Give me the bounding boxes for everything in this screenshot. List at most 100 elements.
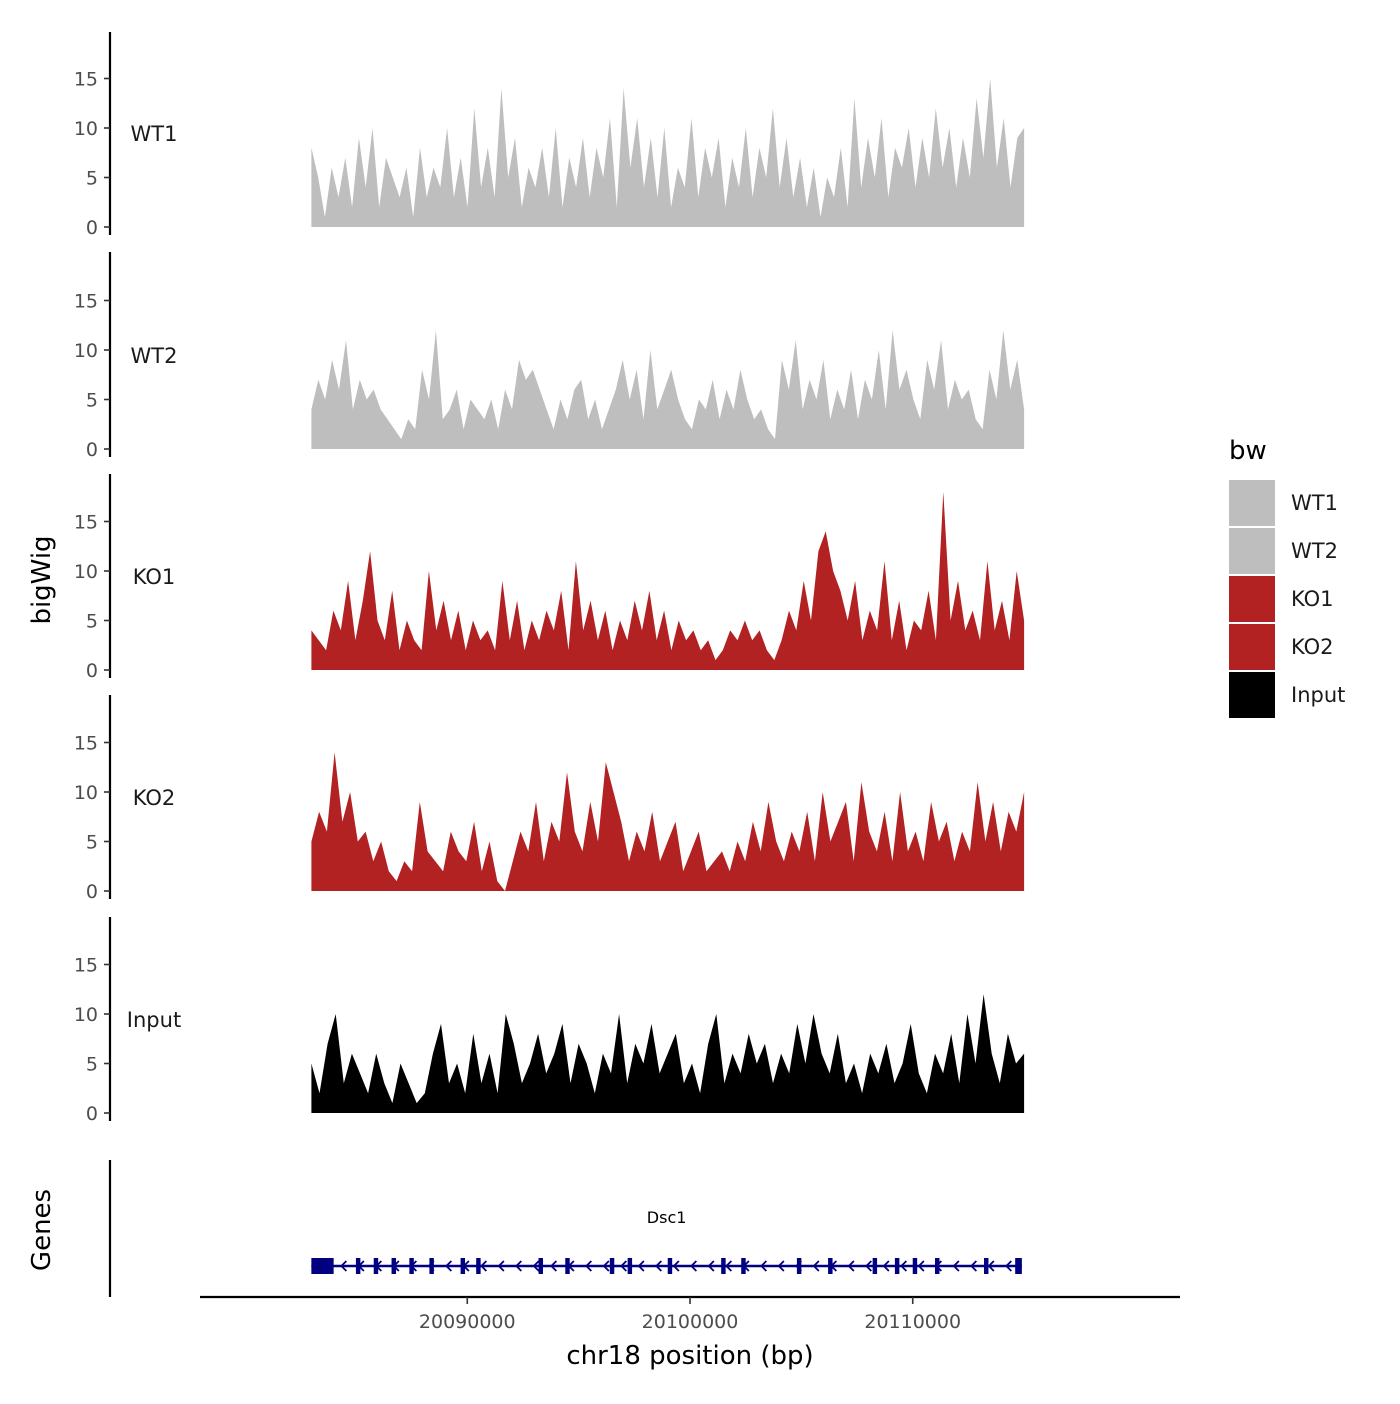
strand-arrow	[480, 1260, 488, 1272]
legend-swatch-input	[1229, 672, 1275, 718]
strand-arrow	[952, 1260, 960, 1272]
gene-exon	[373, 1258, 379, 1274]
y-tick-label: 5	[86, 832, 98, 854]
strand-arrow	[865, 1260, 873, 1272]
gene-exon	[667, 1258, 673, 1274]
strand-arrow	[725, 1260, 733, 1272]
y-tick-label: 0	[86, 660, 98, 682]
legend-label-input: Input	[1291, 683, 1345, 707]
y-tick-label: 0	[86, 217, 98, 239]
gene-exon	[409, 1258, 414, 1274]
x-tick-label: 20100000	[642, 1311, 739, 1333]
y-tick-label: 10	[74, 118, 98, 140]
strand-arrow	[672, 1260, 680, 1272]
strand-arrow	[532, 1260, 540, 1272]
gene-exon	[894, 1258, 900, 1274]
track-wt2: 0 5 10 15 WT2	[74, 252, 1025, 461]
y-tick-label: 15	[74, 955, 98, 977]
tracks-layer: 0 5 10 15 WT1 0 5 10 15 WT2 0 5 10 15 KO1 0 5 10 15 KO2 0 5 10…	[74, 32, 1025, 1125]
strand-arrow	[847, 1260, 855, 1272]
gene-dsc1: Dsc1	[311, 1208, 1022, 1274]
gene-exon	[391, 1258, 396, 1274]
strand-arrow	[445, 1260, 453, 1272]
legend-swatch-wt1	[1229, 480, 1275, 526]
y-tick-label: 15	[74, 69, 98, 91]
gene-exon	[741, 1258, 746, 1274]
y-tick-label: 15	[74, 733, 98, 755]
legend-swatch-ko2	[1229, 624, 1275, 670]
y-tick-label: 15	[74, 512, 98, 534]
strand-arrow	[760, 1260, 768, 1272]
y-tick-label: 5	[86, 168, 98, 190]
coverage-area-wt1	[311, 78, 1025, 227]
gene-exon	[1015, 1258, 1022, 1274]
legend-label-ko1: KO1	[1291, 587, 1334, 611]
gene-exon	[828, 1258, 833, 1274]
y-tick-label: 10	[74, 340, 98, 362]
strand-arrow	[655, 1260, 663, 1272]
gene-exon	[460, 1258, 466, 1274]
strand-arrow	[497, 1260, 505, 1272]
coverage-area-input	[311, 994, 1025, 1113]
gene-exon	[565, 1258, 570, 1274]
y-tick-label: 10	[74, 782, 98, 804]
coverage-area-wt2	[311, 330, 1025, 449]
y-tick-label: 5	[86, 1054, 98, 1076]
x-tick-label: 20110000	[864, 1311, 961, 1333]
coverage-area-ko2	[311, 752, 1025, 891]
strand-arrow	[602, 1260, 610, 1272]
coverage-area-ko1	[311, 491, 1025, 670]
x-tick-label: 20090000	[419, 1311, 516, 1333]
legend-title: bw	[1229, 436, 1267, 466]
track-label-ko1: KO1	[133, 565, 176, 589]
strand-arrow	[777, 1260, 785, 1272]
strand-arrow	[637, 1260, 645, 1272]
track-ko2: 0 5 10 15 KO2	[74, 695, 1025, 903]
strand-arrow	[900, 1260, 908, 1272]
legend-swatch-wt2	[1229, 528, 1275, 574]
gene-label: Dsc1	[647, 1208, 687, 1227]
gene-exon	[311, 1258, 334, 1274]
x-axis-title: chr18 position (bp)	[566, 1341, 813, 1371]
strand-arrow	[917, 1260, 925, 1272]
gene-exon	[609, 1258, 615, 1274]
gene-exon	[912, 1258, 918, 1274]
gene-exon	[627, 1258, 633, 1274]
legend: bw WT1 WT2 KO1 KO2 Input	[1229, 436, 1345, 718]
gene-exon	[935, 1258, 940, 1274]
y-tick-label: 0	[86, 1103, 98, 1125]
gene-exon	[429, 1258, 434, 1274]
gene-exon	[984, 1258, 989, 1274]
legend-label-ko2: KO2	[1291, 635, 1334, 659]
y-tick-label: 10	[74, 1004, 98, 1026]
strand-arrow	[690, 1260, 698, 1272]
track-ko1: 0 5 10 15 KO1	[74, 474, 1025, 682]
y-tick-label: 15	[74, 291, 98, 313]
track-label-wt1: WT1	[131, 122, 178, 146]
legend-label-wt2: WT2	[1291, 539, 1338, 563]
strand-arrow	[707, 1260, 715, 1272]
gene-exon	[476, 1258, 481, 1274]
track-wt1: 0 5 10 15 WT1	[74, 32, 1025, 239]
genes-axis-title: Genes	[27, 1189, 57, 1271]
y-tick-label: 10	[74, 561, 98, 583]
legend-swatch-ko1	[1229, 576, 1275, 622]
y-tick-label: 5	[86, 390, 98, 412]
track-label-ko2: KO2	[133, 786, 176, 810]
y-tick-label: 0	[86, 881, 98, 903]
gene-exon	[538, 1258, 543, 1274]
x-axis: 20090000 20100000 20110000	[200, 1295, 1180, 1333]
track-label-input: Input	[127, 1008, 181, 1032]
strand-arrow	[1005, 1260, 1012, 1272]
gene-exon	[721, 1258, 726, 1274]
track-label-wt2: WT2	[131, 344, 178, 368]
strand-arrow	[882, 1260, 890, 1272]
y-axis-title: bigWig	[27, 535, 57, 624]
strand-arrow	[620, 1260, 628, 1272]
legend-label-wt1: WT1	[1291, 491, 1338, 515]
strand-arrow	[585, 1260, 593, 1272]
gene-exon	[872, 1258, 878, 1274]
strand-arrow	[987, 1260, 995, 1272]
